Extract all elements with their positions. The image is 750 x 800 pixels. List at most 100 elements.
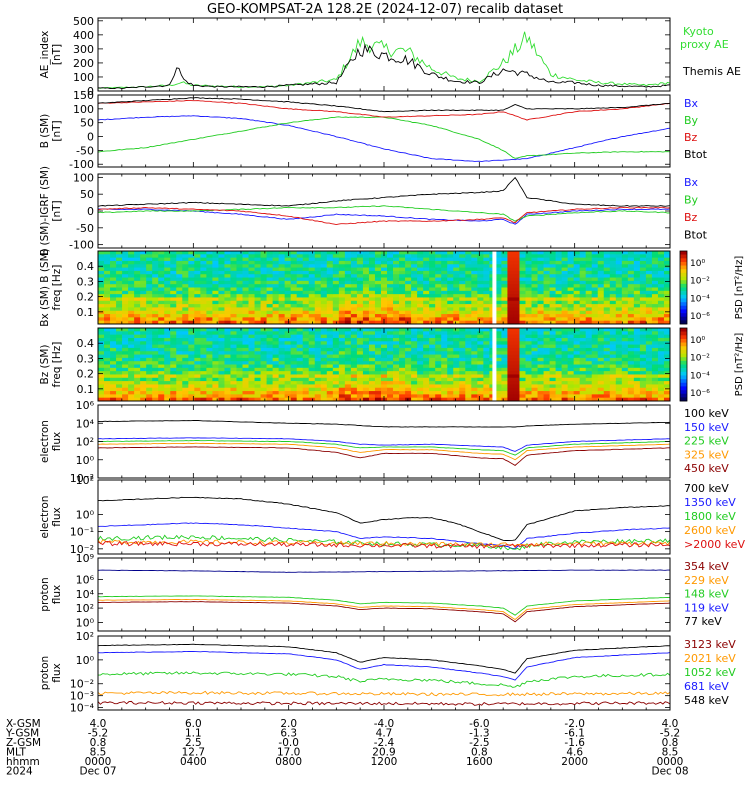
psd-cell <box>537 371 544 375</box>
psd-cell <box>218 277 225 282</box>
psd-cell <box>218 331 225 336</box>
psd-cell <box>585 381 593 385</box>
psd-cell <box>393 317 400 322</box>
psd-cell <box>320 377 328 382</box>
psd-cell <box>639 367 647 372</box>
psd-cell <box>200 384 207 389</box>
psd-cell <box>663 304 671 308</box>
psd-cell <box>122 364 129 369</box>
psd-cell <box>609 381 617 385</box>
psd-cell <box>308 297 316 302</box>
psd-cell <box>525 274 532 278</box>
psd-cell <box>164 374 171 379</box>
psd-cell <box>254 351 261 355</box>
psd-cell <box>362 267 370 272</box>
psd-cell <box>266 377 274 382</box>
psd-cell <box>320 331 328 336</box>
psd-cell <box>615 304 623 308</box>
psd-cell <box>260 267 267 272</box>
psd-cell <box>326 287 334 292</box>
psd-cell <box>405 371 412 375</box>
psd-cell <box>609 357 617 362</box>
psd-cell <box>320 394 328 399</box>
psd-cell <box>98 254 105 259</box>
psd-cell <box>260 371 267 375</box>
psd-cell <box>368 381 376 385</box>
psd-cell <box>501 357 508 362</box>
psd-cell <box>200 351 207 355</box>
psd-cell <box>513 328 520 332</box>
psd-cell <box>272 284 280 288</box>
psd-cell <box>657 277 665 282</box>
psd-cell <box>368 347 376 352</box>
psd-cell <box>627 344 635 349</box>
psd-cell <box>164 377 171 382</box>
psd-cell <box>110 254 117 259</box>
psd-cell <box>585 267 593 272</box>
psd-cell <box>543 270 550 275</box>
psd-cell <box>302 397 310 402</box>
psd-cell <box>519 391 526 395</box>
psd-cell <box>290 310 298 315</box>
psd-cell <box>555 337 563 342</box>
psd-cell <box>122 290 129 295</box>
psd-cell <box>435 304 442 308</box>
psd-cell <box>338 341 346 345</box>
psd-cell <box>290 287 298 292</box>
legend-entry: 100 keV <box>684 407 729 420</box>
psd-cell <box>579 341 587 345</box>
psd-cell <box>525 351 532 355</box>
psd-cell <box>435 351 442 355</box>
psd-cell <box>591 341 599 345</box>
psd-cell <box>224 387 231 392</box>
psd-cell <box>651 300 659 305</box>
psd-cell <box>519 377 526 382</box>
psd-cell <box>471 337 478 342</box>
psd-cell <box>483 364 490 369</box>
psd-cell <box>411 351 418 355</box>
psd-cell <box>645 334 653 339</box>
psd-cell <box>435 364 442 369</box>
psd-cell <box>116 364 123 369</box>
psd-cell <box>609 361 617 365</box>
psd-cell <box>561 264 569 268</box>
psd-cell <box>645 374 653 379</box>
psd-cell <box>531 364 538 369</box>
psd-cell <box>603 290 611 295</box>
psd-cell <box>380 387 388 392</box>
psd-cell <box>549 357 556 362</box>
psd-cell <box>573 371 581 375</box>
psd-cell <box>224 257 231 262</box>
psd-cell <box>380 310 388 315</box>
psd-cell <box>537 264 544 268</box>
psd-cell <box>531 328 538 332</box>
psd-cell <box>453 377 460 382</box>
panel-frame <box>97 635 671 711</box>
psd-cell <box>374 314 382 318</box>
psd-cell <box>128 304 135 308</box>
psd-cell <box>158 280 165 285</box>
psd-cell <box>429 328 436 332</box>
psd-cell <box>158 257 165 262</box>
psd-cell <box>110 300 117 305</box>
psd-cell <box>284 384 292 389</box>
psd-cell <box>278 364 286 369</box>
psd-cell <box>164 264 171 268</box>
psd-cell <box>591 364 599 369</box>
psd-cell <box>645 314 653 318</box>
psd-cell <box>561 314 569 318</box>
psd-cell <box>326 381 334 385</box>
psd-cell <box>242 254 249 259</box>
psd-cell <box>116 351 123 355</box>
psd-cell <box>116 284 123 288</box>
psd-cell <box>651 320 659 325</box>
psd-cell <box>591 287 599 292</box>
psd-cell <box>302 387 310 392</box>
psd-cell <box>218 300 225 305</box>
psd-cell <box>128 354 135 359</box>
psd-cell <box>417 260 424 265</box>
ephemeris-value: -1.3 <box>469 728 490 740</box>
colorbar-segment <box>680 276 687 281</box>
psd-cell <box>459 337 466 342</box>
